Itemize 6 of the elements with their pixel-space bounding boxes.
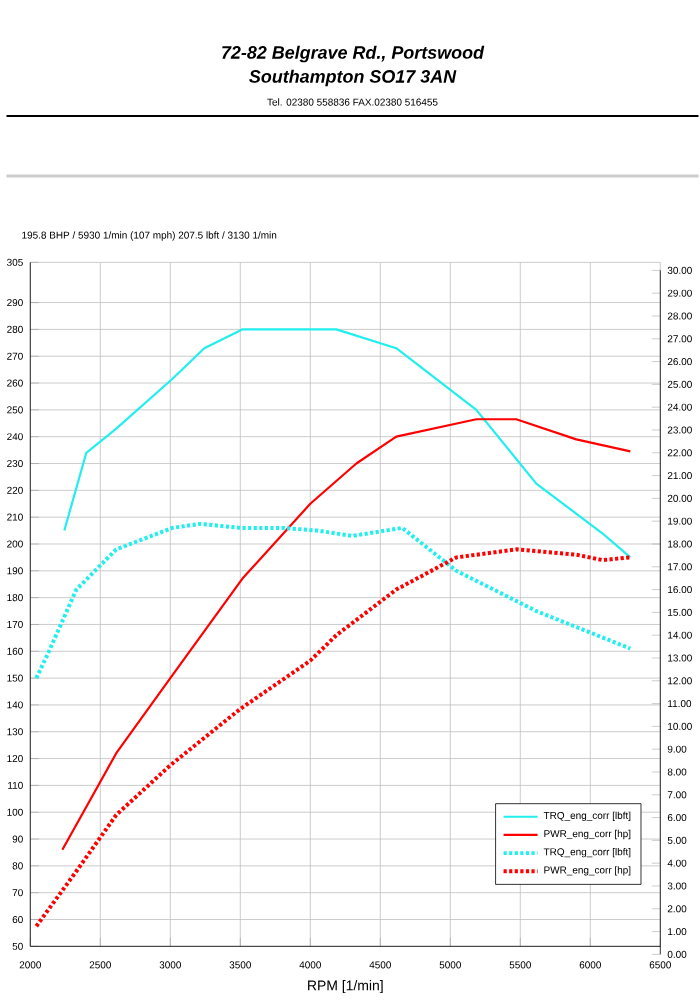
chart-subtitle: Southampton SO17 3AN xyxy=(249,69,457,87)
line-series xyxy=(34,547,633,929)
line-series xyxy=(61,418,632,851)
line-series xyxy=(34,521,633,681)
chart-title: 72-82 Belgrave Rd., Portswood xyxy=(222,45,485,63)
line-series xyxy=(63,328,632,559)
